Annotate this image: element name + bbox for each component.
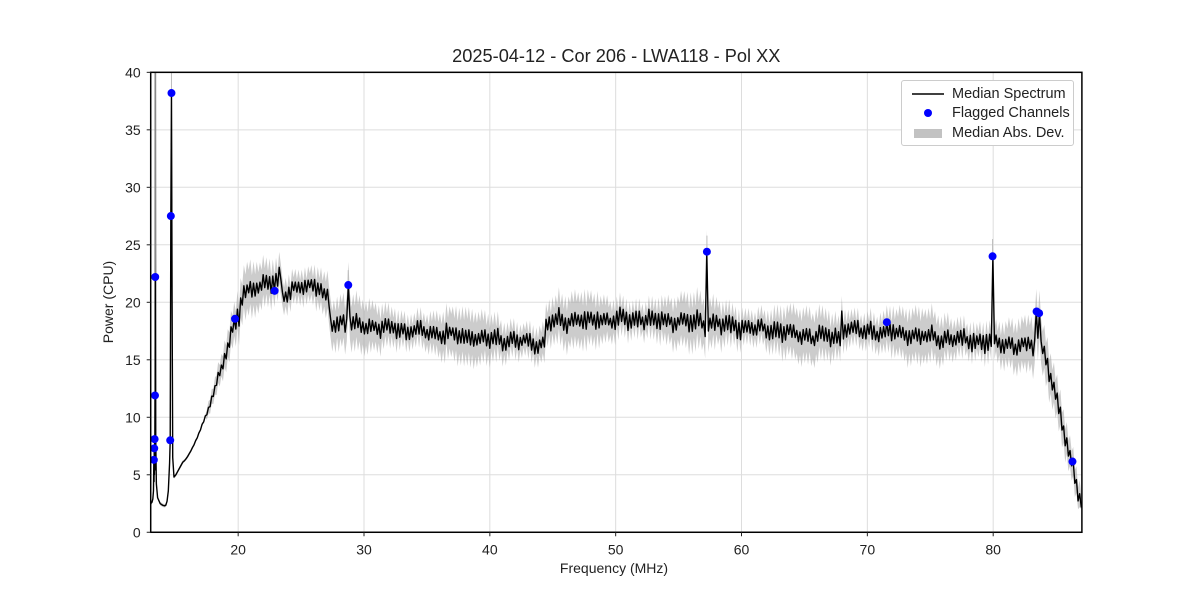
svg-text:20: 20 [230,541,246,557]
svg-text:40: 40 [482,541,498,557]
svg-text:60: 60 [734,541,750,557]
svg-text:10: 10 [125,409,141,425]
svg-text:80: 80 [985,541,1001,557]
svg-text:30: 30 [356,541,372,557]
svg-text:35: 35 [125,122,141,138]
svg-text:30: 30 [125,179,141,195]
svg-text:5: 5 [133,467,141,483]
svg-text:50: 50 [608,541,624,557]
svg-text:15: 15 [125,352,141,368]
svg-text:0: 0 [133,524,141,540]
svg-text:25: 25 [125,237,141,253]
svg-text:20: 20 [125,294,141,310]
svg-text:40: 40 [125,64,141,80]
svg-text:70: 70 [860,541,876,557]
